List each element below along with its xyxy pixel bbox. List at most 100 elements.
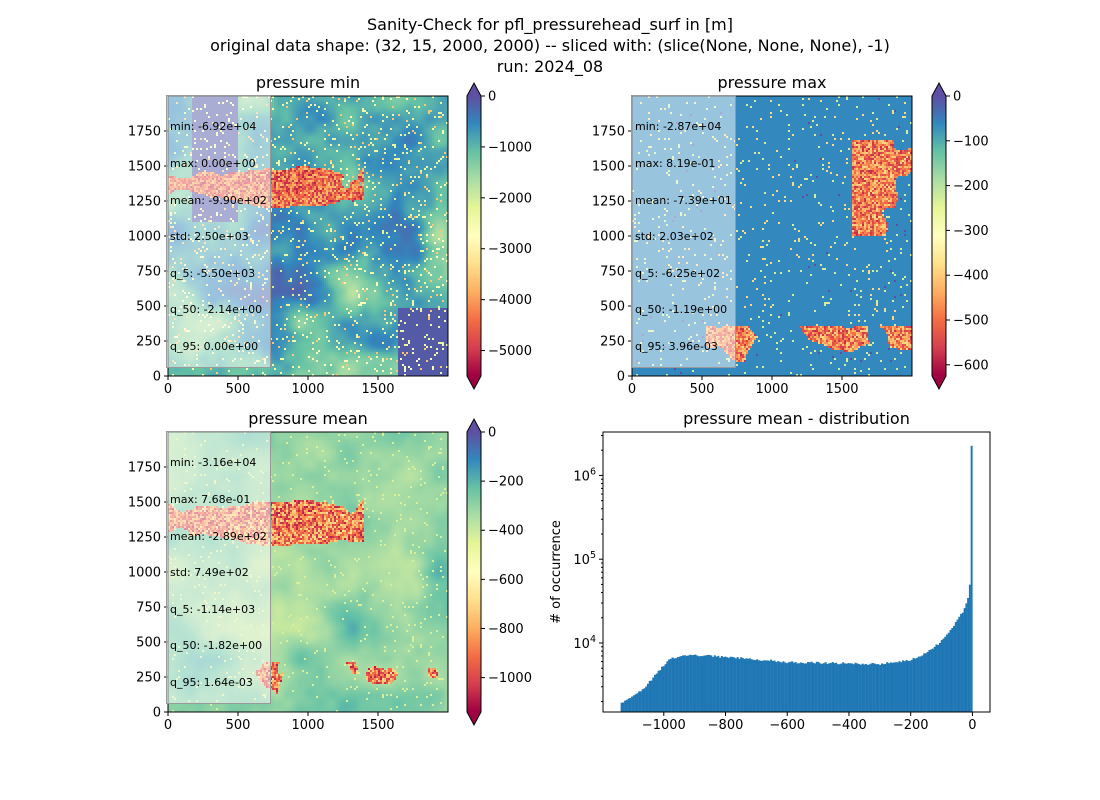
histogram-bar xyxy=(896,662,899,712)
histogram-bar xyxy=(928,650,931,712)
y-tick-label: 1500 xyxy=(128,496,161,511)
x-tick-label: 0 xyxy=(164,382,172,397)
colorbar-tick-label: −300 xyxy=(953,224,989,239)
colorbar-outline xyxy=(466,417,482,727)
histogram-bar xyxy=(917,656,920,712)
stat-line: max: 8.19e-01 xyxy=(635,157,716,171)
histogram-bar xyxy=(847,663,850,712)
histogram-bar xyxy=(736,657,739,712)
histogram-bar xyxy=(687,655,690,712)
histogram-bar xyxy=(879,665,882,712)
histogram-bar xyxy=(968,584,971,712)
colorbar-extend-max xyxy=(467,83,481,96)
stat-line: q_5: -6.25e+02 xyxy=(635,266,721,280)
histogram-bar xyxy=(717,655,720,712)
y-tick-label: 250 xyxy=(136,671,161,686)
colorbar-tick-label: 0 xyxy=(953,90,961,105)
colorbar-tick-label: −5000 xyxy=(488,344,532,359)
colorbar-tick-label: −800 xyxy=(488,622,524,637)
histogram-bar xyxy=(782,661,785,712)
y-tick-label: 0 xyxy=(617,370,625,385)
histogram-bar xyxy=(699,656,702,712)
y-tick-label: 1000 xyxy=(128,566,161,581)
histogram-bar xyxy=(819,663,822,712)
histogram-bar xyxy=(743,658,746,712)
y-tick-label: 0 xyxy=(153,706,161,721)
x-tick-label: −400 xyxy=(831,718,867,733)
histogram-bar xyxy=(680,656,683,712)
histogram-bar xyxy=(710,655,713,712)
histogram-bar xyxy=(870,663,873,712)
histogram-bar xyxy=(733,657,736,712)
histogram-bar xyxy=(722,657,725,712)
histogram-bar xyxy=(909,660,912,712)
x-tick-label: 1500 xyxy=(825,382,858,397)
histogram-bar xyxy=(937,644,940,712)
histogram-bar xyxy=(690,655,693,712)
histogram-bar xyxy=(734,658,737,712)
x-tick-label: −200 xyxy=(893,718,929,733)
histogram-bar xyxy=(785,663,788,712)
histogram-bar xyxy=(671,657,674,712)
histogram-bar xyxy=(967,597,970,712)
y-tick-exponent: 5 xyxy=(590,550,596,561)
y-tick-label: 1000 xyxy=(592,230,625,245)
histogram-bar xyxy=(940,640,943,712)
colorbar-gradient xyxy=(932,96,946,376)
histogram-bar xyxy=(639,691,642,712)
y-tick-label: 1500 xyxy=(592,160,625,175)
histogram-bar xyxy=(696,655,699,712)
y-tick-label: 1250 xyxy=(592,195,625,210)
colorbar-tick-label: −600 xyxy=(488,573,524,588)
histogram-bar xyxy=(720,655,723,712)
histogram-bar xyxy=(673,658,676,712)
histogram-bar xyxy=(912,657,915,712)
stats-box-pressure-min: min: -6.92e+04 max: 0.00e+00 mean: -9.90… xyxy=(166,95,271,369)
colorbar-tick-label: −100 xyxy=(953,134,989,149)
histogram-bar xyxy=(891,662,894,712)
x-tick-label: 1000 xyxy=(291,718,324,733)
histogram-bar xyxy=(960,613,963,712)
histogram-bar xyxy=(683,655,686,712)
histogram-bar xyxy=(754,660,757,712)
histogram-bar xyxy=(905,660,908,712)
histogram-bar xyxy=(763,660,766,712)
histogram-bar xyxy=(791,661,794,712)
colorbar-gradient xyxy=(467,432,481,712)
histogram-bar xyxy=(682,655,685,712)
figure-title-line-1: Sanity-Check for pfl_pressurehead_surf i… xyxy=(367,15,733,34)
histogram-bar xyxy=(715,656,718,712)
colorbar-extend-min xyxy=(932,376,946,389)
histogram-bar xyxy=(648,680,651,712)
figure-title-line-2: original data shape: (32, 15, 2000, 2000… xyxy=(210,36,890,55)
stat-line: min: -6.92e+04 xyxy=(170,120,257,134)
histogram-bar xyxy=(675,658,678,712)
histogram-bar xyxy=(738,658,741,712)
histogram-bar xyxy=(829,662,832,712)
histogram-bar xyxy=(749,658,751,712)
colorbar-extend-max xyxy=(467,419,481,432)
figure-title-line-3: run: 2024_08 xyxy=(496,57,604,76)
histogram-bar xyxy=(831,662,834,712)
histogram-bar xyxy=(643,688,646,712)
histogram-bar xyxy=(907,660,910,712)
stat-line: min: -3.16e+04 xyxy=(170,456,257,470)
colorbar-tick-label: 0 xyxy=(488,90,496,105)
histogram-bar xyxy=(949,629,952,712)
stat-line: q_50: -1.19e+00 xyxy=(635,303,728,317)
histogram-bar xyxy=(817,662,820,712)
colorbar-tick-label: −600 xyxy=(953,358,989,373)
axis-title: pressure mean - distribution xyxy=(683,409,910,428)
histogram-bar xyxy=(770,659,773,712)
histogram-bar xyxy=(764,660,767,712)
histogram-bar xyxy=(622,702,625,712)
y-tick-label: 1000 xyxy=(128,230,161,245)
histogram-bar xyxy=(713,655,716,712)
histogram-bar xyxy=(826,663,829,712)
x-tick-label: 500 xyxy=(690,382,715,397)
histogram-bar xyxy=(701,656,704,712)
colorbar-tick-label: −200 xyxy=(488,475,524,490)
histogram-bar xyxy=(919,656,922,712)
histogram-bar xyxy=(668,659,671,712)
